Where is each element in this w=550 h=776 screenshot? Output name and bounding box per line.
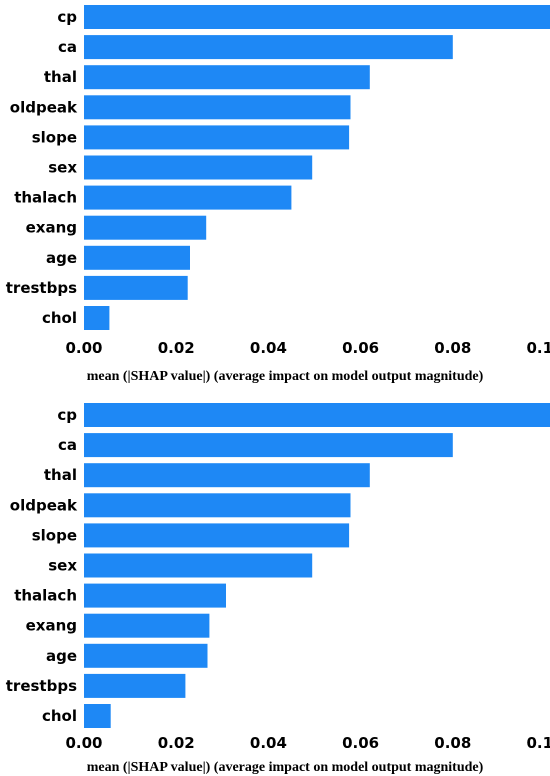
y-tick-label-sex: sex bbox=[48, 557, 77, 575]
y-tick-label-age: age bbox=[46, 647, 77, 665]
bar-thal bbox=[84, 463, 370, 488]
bar-exang bbox=[84, 613, 210, 638]
y-tick-label-chol: chol bbox=[42, 309, 77, 327]
x-tick-label-0.00: 0.00 bbox=[65, 339, 102, 357]
chart-panel-1: cp ca thal oldpeak slope sex thalach exang age tr… bbox=[6, 5, 550, 384]
bar-ca bbox=[84, 35, 453, 60]
bar-slope bbox=[84, 523, 350, 548]
bar-cp bbox=[84, 5, 550, 29]
y-tick-label-slope: slope bbox=[32, 526, 77, 544]
y-tick-label-cp: cp bbox=[57, 8, 77, 26]
bar-oldpeak bbox=[84, 493, 351, 518]
bar-chol bbox=[84, 306, 110, 330]
x-tick-label-0.06: 0.06 bbox=[342, 339, 379, 357]
bar-thalach bbox=[84, 583, 226, 608]
x-tick-label-0.06: 0.06 bbox=[342, 734, 379, 752]
y-tick-label-thal: thal bbox=[44, 68, 77, 86]
y-tick-label-cp: cp bbox=[57, 406, 77, 424]
y-tick-label-chol: chol bbox=[42, 707, 77, 725]
bar-trestbps bbox=[84, 673, 186, 698]
x-tick-label-0.04: 0.04 bbox=[250, 734, 287, 752]
x-tick-label-0.08: 0.08 bbox=[434, 339, 471, 357]
x-tick-label-0.08: 0.08 bbox=[434, 734, 471, 752]
x-axis-label: mean (|SHAP value|) (average impact on m… bbox=[87, 760, 484, 775]
bar-age bbox=[84, 643, 208, 668]
x-tick-label-0.04: 0.04 bbox=[250, 339, 287, 357]
y-tick-label-ca: ca bbox=[58, 436, 77, 454]
x-tick-label-0.02: 0.02 bbox=[158, 339, 195, 357]
y-tick-label-thal: thal bbox=[44, 466, 77, 484]
y-tick-label-thalach: thalach bbox=[14, 587, 77, 605]
y-tick-label-sex: sex bbox=[48, 159, 77, 177]
y-tick-label-age: age bbox=[46, 249, 77, 267]
y-tick-label-trestbps: trestbps bbox=[6, 279, 77, 297]
x-tick-label-0.10: 0.10 bbox=[526, 339, 550, 357]
x-tick-label-0.02: 0.02 bbox=[158, 734, 195, 752]
bar-oldpeak bbox=[84, 95, 351, 120]
bar-slope bbox=[84, 125, 350, 150]
y-tick-label-exang: exang bbox=[26, 219, 77, 237]
bar-age bbox=[84, 245, 190, 270]
bar-thal bbox=[84, 65, 370, 90]
bar-thalach bbox=[84, 185, 292, 210]
x-tick-label-0.10: 0.10 bbox=[526, 734, 550, 752]
bar-exang bbox=[84, 215, 207, 240]
bar-cp bbox=[84, 403, 550, 427]
y-tick-label-exang: exang bbox=[26, 617, 77, 635]
y-tick-label-trestbps: trestbps bbox=[6, 677, 77, 695]
y-tick-label-thalach: thalach bbox=[14, 189, 77, 207]
bar-chol bbox=[84, 704, 111, 728]
x-tick-label-0.00: 0.00 bbox=[65, 734, 102, 752]
y-tick-label-oldpeak: oldpeak bbox=[10, 496, 78, 514]
bar-sex bbox=[84, 553, 313, 578]
y-tick-label-oldpeak: oldpeak bbox=[10, 98, 78, 116]
y-tick-label-slope: slope bbox=[32, 128, 77, 146]
bar-trestbps bbox=[84, 275, 188, 300]
y-tick-label-ca: ca bbox=[58, 38, 77, 56]
chart-panel-2: cp ca thal oldpeak slope sex thalach exang age tr… bbox=[6, 403, 550, 775]
bar-ca bbox=[84, 433, 453, 458]
bar-sex bbox=[84, 155, 313, 180]
x-axis-label: mean (|SHAP value|) (average impact on m… bbox=[87, 369, 484, 384]
